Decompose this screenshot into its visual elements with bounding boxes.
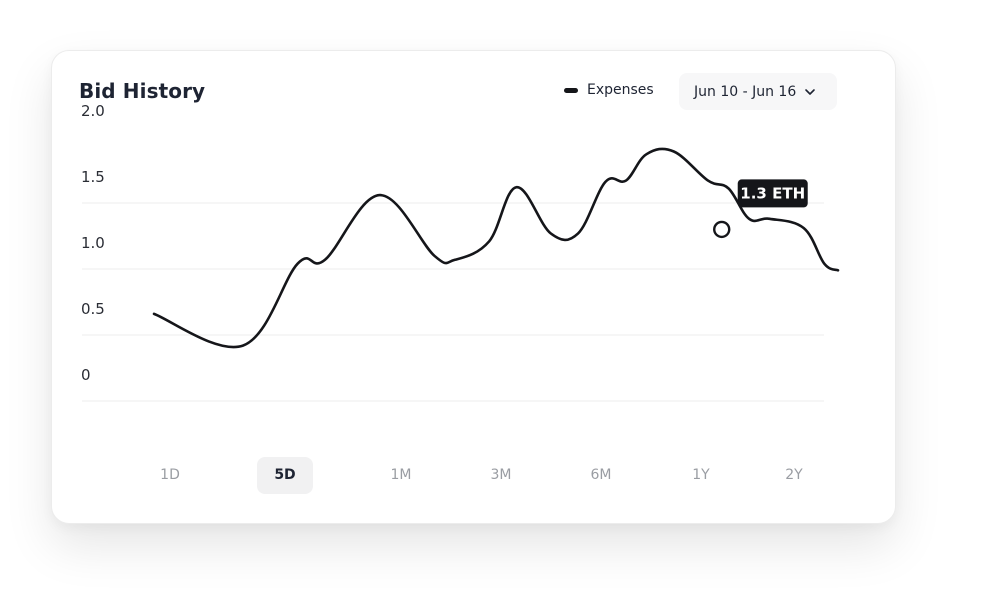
- tooltip-badge: [737, 179, 808, 208]
- chevron-down-icon: [805, 88, 816, 95]
- series-line-expenses: [152, 147, 840, 349]
- tooltip-label: 1.3 ETH: [740, 184, 805, 202]
- tab-6m[interactable]: 6M: [590, 467, 612, 483]
- y-tick-label: 0: [81, 366, 91, 384]
- legend: Expenses: [564, 82, 654, 98]
- y-tick-label: 2.0: [81, 102, 105, 120]
- legend-swatch: [564, 87, 578, 93]
- tab-1d[interactable]: 1D: [160, 467, 180, 483]
- bid-history-chart: 2.0 1.5 1.0 0.5 0 1.3 ETH: [81, 102, 840, 402]
- tab-1y[interactable]: 1Y: [692, 467, 710, 483]
- bid-history-card: Bid History Expenses Jun 10 - Jun 16 2.0…: [51, 50, 896, 524]
- tab-2y[interactable]: 2Y: [785, 467, 803, 483]
- y-tick-label: 1.5: [81, 168, 105, 186]
- date-range-select[interactable]: Jun 10 - Jun 16: [679, 73, 837, 110]
- tooltip-marker: [713, 220, 731, 239]
- date-range-label: Jun 10 - Jun 16: [694, 83, 797, 100]
- legend-label: Expenses: [587, 82, 654, 98]
- tab-3m[interactable]: 3M: [490, 467, 512, 483]
- card-title: Bid History: [79, 79, 206, 103]
- y-tick-label: 1.0: [81, 234, 105, 252]
- tab-1m[interactable]: 1M: [390, 467, 412, 483]
- y-tick-label: 0.5: [81, 300, 105, 318]
- tab-5d[interactable]: 5D: [257, 457, 313, 494]
